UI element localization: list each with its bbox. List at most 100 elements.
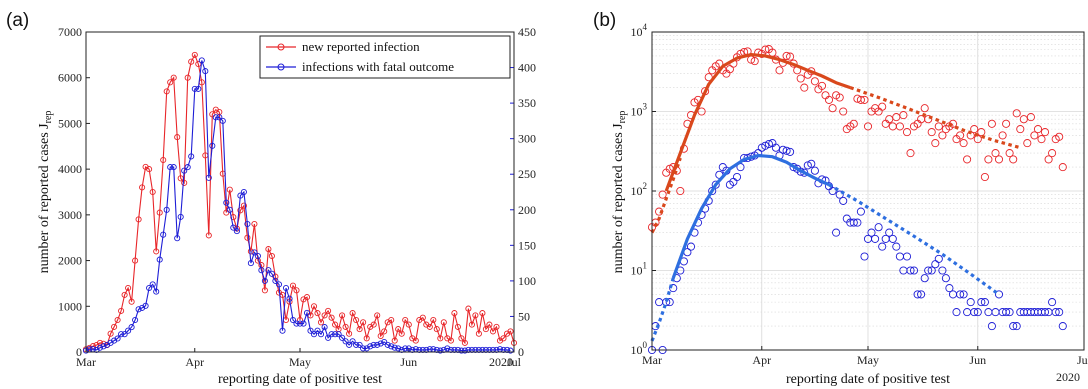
scatter-point-red (715, 59, 724, 68)
data-point-fatal (254, 252, 261, 260)
data-point-reported (391, 337, 398, 344)
scatter-point-red (810, 77, 819, 86)
data-point-reported (489, 328, 497, 335)
data-point-reported (321, 312, 328, 319)
scatter-point-red (1026, 113, 1035, 122)
scatter-point-blue (871, 234, 880, 243)
data-point-reported (433, 326, 440, 333)
panel-b-ylabel: number of reported cases Jrep (611, 111, 628, 274)
data-point-reported (374, 312, 381, 319)
panel-a-frame (85, 31, 515, 353)
data-point-reported (461, 339, 468, 346)
data-point-reported (405, 321, 412, 328)
scatter-point-blue (970, 308, 979, 317)
scatter-point-red (1044, 155, 1053, 164)
panel-b-ticks: 100 101 102 103 104 Mar Apr May Jun Jul (631, 22, 1088, 367)
data-point-fatal (314, 327, 321, 334)
scatter-point-blue (966, 298, 975, 307)
scatter-point-blue (934, 254, 943, 263)
scatter-point-blue (980, 298, 989, 307)
scatter-point-red (1030, 131, 1039, 140)
data-point-reported (328, 314, 335, 321)
panel-b-ylabel-sub: rep (617, 111, 628, 124)
panel-a-ticks: 0 1000 2000 3000 4000 5000 6000 7000 0 50 100 150 20… (58, 25, 536, 369)
y-right-tick-label: 200 (518, 203, 536, 217)
scatter-point-red (1055, 132, 1064, 141)
scatter-point-blue (771, 143, 780, 152)
data-point-fatal (230, 224, 237, 231)
data-point-reported (209, 111, 216, 118)
data-point-reported (160, 156, 167, 164)
data-point-reported (114, 316, 121, 324)
y-tick-label: 104 (631, 22, 648, 39)
data-point-fatal (153, 288, 160, 295)
scatter-point-red (1002, 119, 1011, 128)
legend-blue-marker (277, 63, 285, 71)
scatter-point-blue (917, 290, 926, 299)
data-point-fatal (244, 220, 251, 228)
data-point-reported (314, 310, 321, 317)
scatter-point-blue (1055, 308, 1064, 317)
scatter-point-red (938, 131, 947, 140)
scatter-point-red (856, 95, 865, 104)
data-point-fatal (181, 167, 188, 174)
scatter-point-red (860, 95, 869, 104)
y-left-tick-label: 6000 (58, 71, 82, 85)
data-point-fatal (163, 206, 170, 213)
x-tick-label: Mar (642, 353, 662, 367)
y-left-tick-label: 4000 (58, 162, 82, 176)
data-point-fatal (114, 335, 121, 342)
data-point-reported (419, 314, 426, 321)
data-point-reported (118, 307, 125, 314)
scatter-point-blue (892, 242, 901, 251)
data-point-reported (500, 335, 507, 342)
data-point-fatal (377, 340, 384, 347)
scatter-point-red (934, 122, 943, 131)
scatter-point-red (963, 155, 972, 164)
data-point-fatal (205, 174, 212, 181)
data-point-fatal (216, 114, 223, 121)
data-point-reported (188, 58, 195, 65)
data-point-reported (447, 337, 454, 344)
scatter-point-red (959, 139, 968, 148)
data-point-reported (381, 328, 388, 335)
scatter-point-red (1012, 109, 1021, 118)
data-point-fatal (317, 331, 325, 338)
scatter-point-blue (945, 284, 954, 293)
scatter-point-blue (895, 252, 904, 261)
scatter-point-blue (860, 252, 869, 261)
y-tick-label: 100 (631, 340, 648, 357)
svg-text:number of reported cases Jrep: number of reported cases Jrep (611, 111, 628, 274)
data-point-reported (265, 246, 272, 253)
scatter-point-red (824, 95, 834, 104)
data-point-fatal (405, 345, 412, 352)
scatter-point-blue (1009, 322, 1018, 331)
data-point-reported (398, 330, 405, 337)
scatter-point-blue (708, 186, 717, 196)
y-right-tick-label: 150 (518, 238, 536, 252)
scatter-point-red (676, 186, 685, 196)
scatter-point-blue (665, 298, 674, 307)
data-point-fatal (289, 316, 297, 324)
data-point-fatal (261, 277, 268, 284)
fit-curve-solid-fit_blue (671, 153, 830, 279)
y-left-tick-label: 0 (76, 345, 82, 359)
data-point-reported (251, 220, 258, 228)
data-point-fatal (272, 277, 279, 284)
scatter-point-red (782, 51, 791, 60)
data-point-reported (370, 321, 377, 328)
panel-b-data (647, 45, 1067, 355)
scatter-point-blue (1058, 322, 1067, 331)
scatter-point-red (1040, 128, 1050, 137)
data-point-reported (181, 179, 188, 186)
data-point-reported (339, 312, 346, 319)
data-point-reported (135, 216, 142, 223)
scatter-point-red (1048, 149, 1057, 158)
data-point-reported (454, 323, 461, 330)
data-point-reported (237, 207, 244, 214)
data-point-fatal (184, 164, 191, 171)
scatter-point-blue (909, 266, 919, 275)
scatter-point-blue (786, 147, 795, 156)
data-point-fatal (149, 281, 156, 288)
scatter-point-blue (828, 186, 837, 196)
